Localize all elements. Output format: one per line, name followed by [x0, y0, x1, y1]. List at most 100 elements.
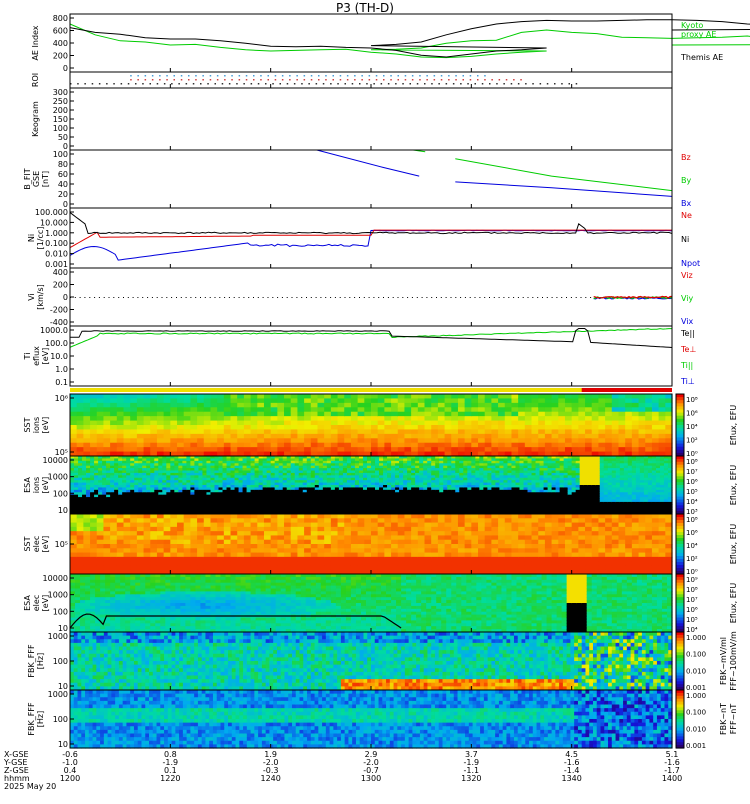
sst-ion-cell	[197, 420, 205, 426]
esa-ion-cell	[655, 504, 661, 508]
esa-ion-cell	[222, 468, 228, 472]
esa-ion-cell	[86, 489, 91, 493]
sst-ion-cell	[116, 442, 125, 448]
esa-ion-cell	[194, 485, 200, 489]
sst-ion-cell	[518, 394, 526, 400]
esa-ion-cell	[182, 497, 187, 501]
esa-ion-cell	[282, 494, 288, 498]
sst-ion-cell	[417, 438, 426, 444]
esa-ion-cell	[387, 499, 392, 503]
esa-ion-cell	[162, 511, 167, 515]
esa-ion-cell	[278, 456, 284, 460]
esa-ion-cell	[563, 494, 569, 498]
esa-ion-cell	[547, 506, 553, 510]
sst-ion-cell	[531, 451, 539, 457]
esa-ion-cell	[226, 458, 232, 462]
sst-ion-cell	[645, 420, 653, 426]
sst-ion-cell	[337, 433, 345, 439]
esa-ion-cell	[635, 487, 641, 491]
sst-ion-cell	[464, 402, 472, 408]
esa-ion-cell	[579, 497, 585, 501]
esa-ion-cell	[170, 456, 175, 460]
esa-ion-cell	[154, 468, 159, 472]
esa-ion-cell	[459, 489, 464, 493]
esa-ion-cell	[318, 470, 324, 474]
esa-ion-cell	[535, 470, 541, 474]
esa-ion-cell	[306, 480, 312, 484]
esa-ion-cell	[278, 497, 284, 501]
esa-ion-cell	[647, 458, 653, 462]
sst-ion-cell	[270, 420, 278, 426]
sst-ion-cell	[217, 416, 225, 422]
esa-ion-cell	[270, 472, 276, 476]
sst-ion-cell	[123, 433, 131, 439]
esa-ion-cell	[134, 463, 139, 467]
sst-elec-cell	[90, 531, 98, 537]
esa-ion-cell	[467, 504, 472, 508]
sst-ion-cell	[324, 420, 332, 426]
esa-ion-cell	[463, 470, 468, 474]
esa-ion-cell	[194, 497, 200, 501]
esa-ion-cell	[511, 504, 517, 508]
esa-ion-cell	[479, 489, 484, 493]
esa-ion-cell	[326, 506, 332, 510]
sst-ion-cell	[598, 394, 606, 400]
sst-ion-cell	[170, 442, 178, 448]
sst-ion-cell	[371, 438, 379, 444]
esa-ion-cell	[663, 458, 669, 462]
sst-ion-cell	[350, 442, 359, 448]
sst-ion-cell	[551, 420, 559, 426]
esa-ion-cell	[174, 509, 179, 513]
esa-ion-cell	[667, 465, 673, 469]
esa-ion-cell	[254, 470, 260, 474]
esa-ion-cell	[627, 458, 633, 462]
sst-ion-cell	[591, 394, 600, 400]
esa-ion-cell	[78, 460, 83, 464]
esa-ion-cell	[475, 480, 480, 484]
esa-ion-cell	[403, 506, 408, 510]
sst-ion-cell	[317, 438, 325, 444]
esa-ion-cell	[210, 506, 216, 510]
esa-ion-cell	[535, 472, 541, 476]
sst-ion-cell	[130, 447, 138, 453]
esa-ion-cell	[242, 492, 248, 496]
esa-ion-cell	[362, 509, 368, 513]
sst-elec-cell	[110, 522, 118, 528]
esa-ion-cell	[226, 475, 232, 479]
esa-ion-cell	[411, 485, 416, 489]
esa-ion-cell	[407, 480, 412, 484]
sst-ion-cell	[444, 411, 452, 417]
esa-ion-cell	[314, 501, 320, 505]
esa-ion-cell	[391, 506, 396, 510]
sst-ion-cell	[524, 398, 533, 404]
esa-ion-cell	[346, 480, 352, 484]
sst-ion-cell	[70, 411, 78, 417]
sst-ion-cell	[651, 420, 660, 426]
sst-ion-cell	[391, 416, 399, 422]
esa-ion-cell	[471, 499, 476, 503]
sst-ion-cell	[250, 411, 258, 417]
esa-ion-cell	[274, 497, 280, 501]
esa-ion-cell	[519, 501, 525, 505]
sst-ion-cell	[437, 402, 446, 408]
esa-ion-cell	[447, 458, 452, 462]
esa-ion-cell	[134, 487, 139, 491]
sst-ion-cell	[504, 407, 513, 413]
esa-ion-cell	[294, 489, 300, 493]
esa-ion-cell	[651, 497, 657, 501]
esa-ion-cell	[531, 499, 537, 503]
esa-ion-cell	[138, 470, 143, 474]
esa-ion-cell	[90, 501, 95, 505]
esa-ion-cell	[302, 470, 308, 474]
esa-ion-cell	[531, 485, 537, 489]
esa-ion-cell	[403, 482, 408, 486]
esa-ion-cell	[282, 465, 288, 469]
esa-ion-cell	[491, 458, 497, 462]
esa-ion-cell	[483, 480, 488, 484]
esa-ion-cell	[575, 460, 581, 464]
sst-ion-cell	[177, 411, 185, 417]
esa-ion-cell	[591, 465, 597, 469]
sst-ion-cell	[658, 429, 666, 435]
sst-ion-cell	[210, 438, 218, 444]
sst-ion-cell	[404, 407, 412, 413]
